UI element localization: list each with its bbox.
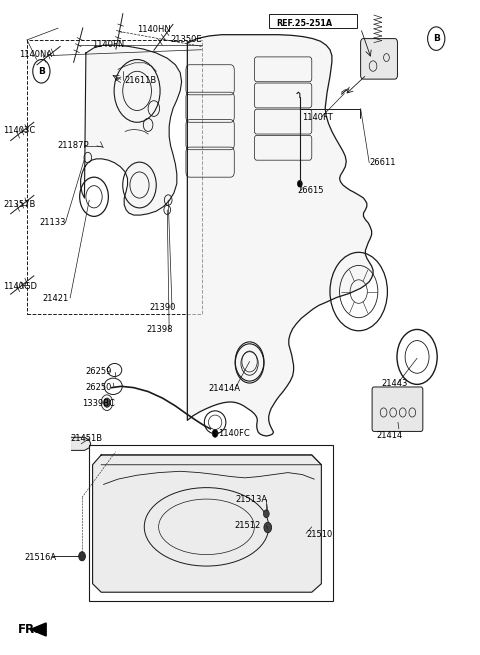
Circle shape (264, 510, 269, 517)
Circle shape (264, 522, 272, 533)
Text: 21414: 21414 (376, 431, 403, 440)
Polygon shape (187, 35, 373, 436)
Text: FR.: FR. (17, 623, 39, 636)
Text: 21512: 21512 (234, 521, 261, 530)
Text: 21133: 21133 (39, 218, 65, 227)
Text: 1140FC: 1140FC (218, 429, 250, 438)
Text: 21513A: 21513A (235, 495, 267, 504)
Text: 21414A: 21414A (209, 384, 241, 393)
Circle shape (104, 398, 110, 407)
Polygon shape (81, 45, 181, 215)
FancyBboxPatch shape (360, 39, 397, 79)
Text: 21516A: 21516A (24, 553, 57, 562)
Bar (89, 445, 333, 601)
Text: 1140FN: 1140FN (92, 40, 124, 49)
Circle shape (298, 180, 302, 187)
Text: 1140HN: 1140HN (137, 25, 171, 34)
Text: 21350E: 21350E (170, 35, 202, 45)
Text: 21421: 21421 (43, 293, 69, 303)
Text: B: B (433, 34, 440, 43)
Text: 26259: 26259 (85, 367, 111, 377)
Text: 21398: 21398 (147, 325, 173, 334)
Circle shape (79, 552, 85, 561)
Polygon shape (30, 623, 46, 636)
Text: 21611B: 21611B (124, 76, 156, 85)
Text: 21357B: 21357B (3, 200, 36, 209)
Text: 26615: 26615 (298, 186, 324, 195)
Text: 21187P: 21187P (57, 141, 89, 150)
Text: B: B (38, 67, 45, 76)
Text: 26611: 26611 (369, 159, 396, 167)
Text: 21443: 21443 (381, 379, 408, 388)
Bar (27, 40, 202, 314)
Text: 21451B: 21451B (70, 434, 102, 443)
Text: 21510: 21510 (306, 530, 332, 539)
Text: 1140NA: 1140NA (19, 50, 52, 59)
Polygon shape (72, 438, 91, 451)
Polygon shape (93, 455, 322, 592)
Text: 1140GD: 1140GD (3, 282, 37, 291)
FancyBboxPatch shape (372, 387, 423, 432)
Circle shape (212, 430, 218, 438)
Text: 11403C: 11403C (3, 126, 36, 135)
Text: 21390: 21390 (149, 303, 175, 312)
Text: REF.25-251A: REF.25-251A (276, 19, 332, 28)
Bar (269, 14, 357, 28)
Text: 1339BC: 1339BC (82, 400, 115, 409)
Text: 26250: 26250 (85, 383, 111, 392)
Text: 1140FT: 1140FT (302, 113, 333, 122)
